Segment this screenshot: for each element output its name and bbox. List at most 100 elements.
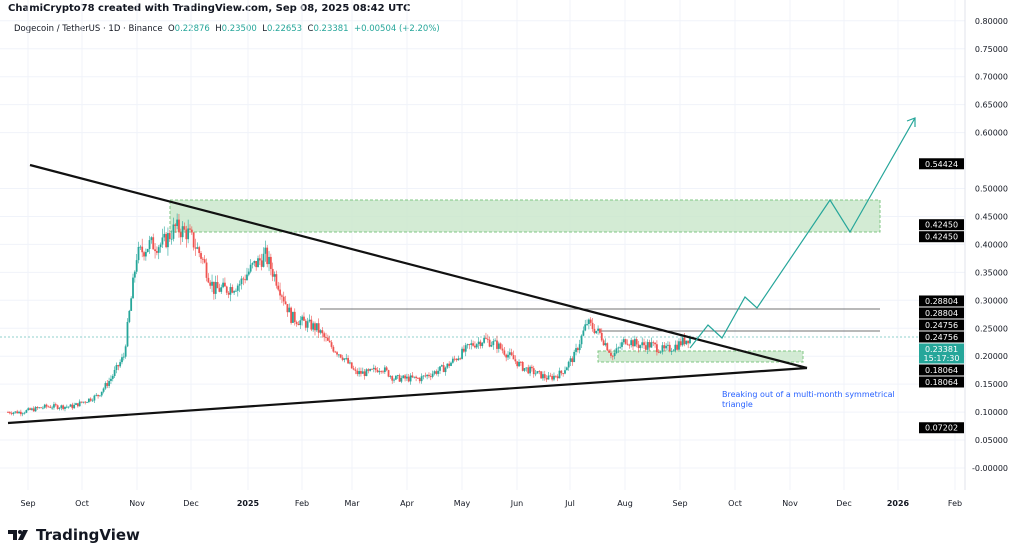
- candle-body: [337, 354, 340, 356]
- price-label-box: [919, 158, 964, 170]
- triangle-upper-trendline[interactable]: [29, 163, 808, 370]
- candle-body: [418, 378, 421, 382]
- y-tick-label: 0.15000: [975, 380, 1008, 389]
- candle-body: [128, 310, 131, 322]
- candle-body: [374, 367, 377, 371]
- candle-body: [433, 371, 436, 374]
- candle-body: [668, 344, 671, 352]
- candle-body: [275, 274, 278, 286]
- candle-body: [207, 277, 210, 283]
- candle-body: [36, 407, 39, 409]
- candle-body: [485, 337, 487, 339]
- candle-body: [54, 404, 57, 406]
- candle-body: [661, 345, 664, 352]
- y-tick-label: 0.05000: [975, 436, 1008, 445]
- candle-body: [553, 375, 555, 380]
- candle-body: [549, 375, 552, 377]
- candle-body: [494, 340, 497, 342]
- candle-body: [630, 340, 633, 346]
- candle-body: [621, 342, 623, 347]
- x-tick-label: Sep: [672, 499, 687, 508]
- triangle-lower-trendline[interactable]: [7, 366, 808, 425]
- candle-body: [613, 352, 616, 357]
- candle-body: [468, 344, 471, 346]
- candle-body: [244, 279, 247, 281]
- candle-body: [551, 376, 554, 380]
- candle-body: [461, 348, 463, 359]
- candle-body: [462, 348, 465, 352]
- candle-body: [178, 219, 180, 233]
- candle-body: [82, 401, 85, 403]
- candle-body: [396, 375, 399, 376]
- candle-body: [343, 358, 346, 360]
- candle-body: [80, 401, 83, 403]
- candle-body: [543, 374, 546, 379]
- candle-body: [479, 341, 482, 347]
- candle-body: [571, 358, 574, 363]
- candle-body: [264, 247, 267, 254]
- candle-body: [49, 406, 52, 408]
- candle-body: [32, 408, 35, 412]
- candle-body: [240, 278, 243, 285]
- candle-body: [639, 345, 642, 349]
- resistance-zone: [169, 199, 881, 233]
- price-axis[interactable]: 0.80000 0.75000 0.70000 0.65000 0.60000 0.500…: [972, 17, 1008, 473]
- price-label: 0.28804: [925, 297, 958, 306]
- candle-body: [139, 246, 142, 248]
- candle-body: [292, 311, 294, 323]
- candle-body: [330, 342, 333, 347]
- x-tick-label: 2025: [237, 499, 260, 508]
- candle-body: [21, 413, 24, 415]
- candle-body: [497, 343, 500, 349]
- candle-body: [156, 251, 158, 253]
- candle-body: [205, 262, 208, 278]
- candle-body: [144, 251, 147, 257]
- candle-body: [394, 375, 397, 380]
- candle-body: [222, 282, 224, 288]
- x-tick-label: Oct: [728, 499, 742, 508]
- candle-body: [576, 348, 579, 351]
- y-tick-label: 0.60000: [975, 129, 1008, 138]
- x-tick-label: Feb: [295, 499, 309, 508]
- close-value: 0.23381: [313, 24, 349, 34]
- candle-body: [97, 394, 99, 397]
- candle-body: [404, 375, 406, 379]
- candle-body: [315, 323, 318, 331]
- candle-body: [417, 377, 419, 379]
- candle-body: [317, 323, 320, 333]
- candle-body: [266, 247, 269, 265]
- projection-path[interactable]: [689, 117, 916, 349]
- candle-body: [183, 226, 186, 230]
- candle-body: [150, 237, 153, 241]
- y-tick-label: 0.75000: [975, 45, 1008, 54]
- candle-body: [47, 406, 50, 408]
- candle-body: [281, 295, 283, 297]
- candle-body: [349, 362, 351, 364]
- arrowhead-icon: [906, 117, 916, 127]
- candle-body: [676, 344, 679, 350]
- candle-body: [60, 405, 63, 408]
- y-tick-label: 0.70000: [975, 73, 1008, 82]
- candle-body: [681, 337, 684, 346]
- candle-body: [437, 370, 440, 374]
- candle-body: [65, 406, 68, 408]
- candle-body: [446, 363, 449, 368]
- candle-body: [439, 366, 441, 371]
- candle-body: [360, 371, 362, 374]
- candle-body: [58, 407, 61, 409]
- candle-body: [38, 407, 41, 409]
- candle-body: [453, 358, 456, 360]
- time-axis[interactable]: Sep Oct Nov Dec 2025 Feb Mar Apr May Jun Jul Aug Sep…: [20, 499, 962, 508]
- candle-body: [565, 367, 568, 371]
- candle-body: [501, 348, 504, 351]
- candle-body: [293, 311, 296, 322]
- price-label-box: [919, 307, 964, 319]
- candle-body: [64, 406, 66, 409]
- candle-body: [435, 371, 438, 374]
- candle-body: [492, 341, 495, 346]
- candle-body: [262, 253, 265, 267]
- x-tick-label: Nov: [782, 499, 798, 508]
- candle-body: [562, 373, 565, 375]
- candle-body: [542, 374, 544, 379]
